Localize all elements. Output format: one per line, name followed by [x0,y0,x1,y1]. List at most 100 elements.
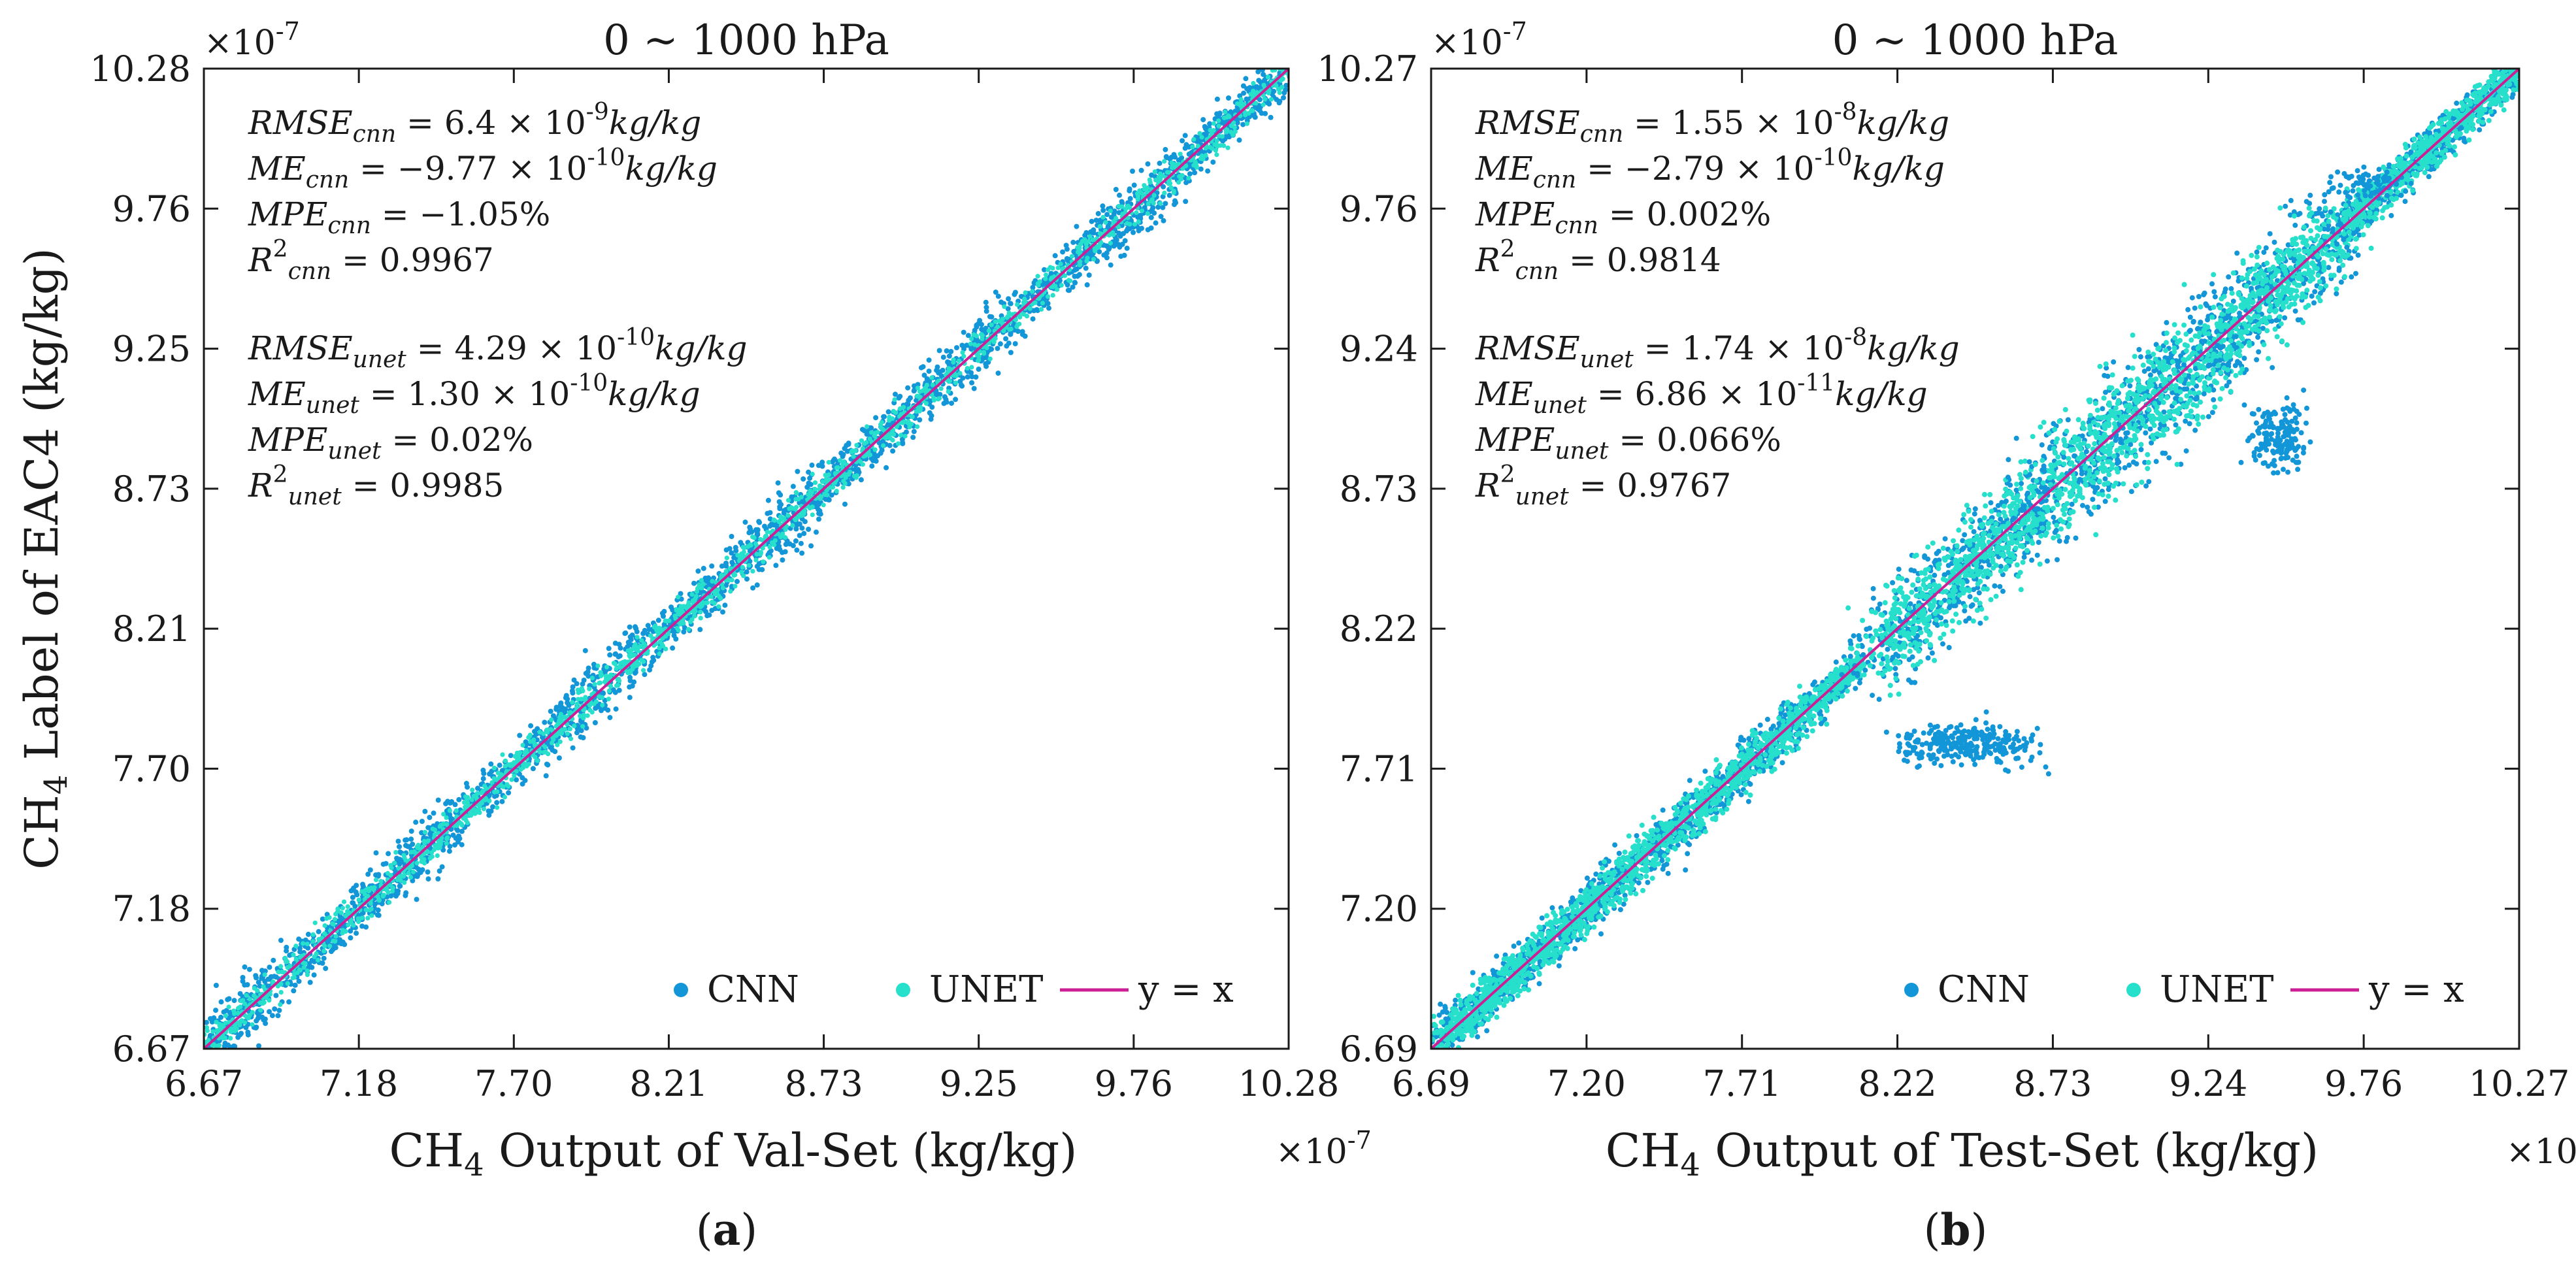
unet-point [210,1029,216,1034]
cnn-point [777,504,783,510]
unet-point [422,830,428,835]
cnn-point [1163,146,1168,152]
cnn-point [1622,893,1628,898]
unet-point [1221,115,1227,120]
cnn-point [948,349,954,354]
cnn-point [929,413,934,419]
unet-point [1162,159,1167,164]
stat-unit: kg/kg [655,329,747,367]
unet-point [288,963,293,969]
cnn-point [452,802,458,808]
cnn-point [878,450,883,456]
unet-point [1032,300,1038,305]
cnn-point [571,677,577,683]
unet-point [284,959,290,964]
unet-point [843,475,848,480]
legend-label-unet: UNET [929,968,1043,1011]
cnn-point [1097,249,1102,255]
cnn-point [983,363,989,369]
unet-point [686,627,691,632]
cnn-point [987,314,993,320]
unet-point [581,707,587,712]
cnn-point [855,467,861,472]
unet-point [1055,265,1061,271]
cnn-point [1005,306,1011,312]
unet-point [1059,283,1064,288]
unet-point [710,579,715,584]
unet-point [1097,223,1102,229]
panel-caption: (a) [696,1204,757,1255]
cnn-point [1265,61,1270,67]
cnn-point [373,850,379,856]
unet-point [1280,84,1285,90]
unet-point [719,572,724,578]
cnn-point [776,499,782,504]
cnn-point [823,497,829,502]
cnn-point [670,645,676,651]
cnn-point [900,440,906,446]
unet-point [923,386,928,391]
unet-point [629,648,635,653]
cnn-point [497,763,503,768]
cnn-point [1268,114,1274,120]
unet-point [893,410,899,416]
unet-point [372,885,377,890]
cnn-point [722,602,728,608]
unet-point [698,616,703,621]
cnn-point [593,705,599,711]
legend-marker-cnn [674,983,688,997]
cnn-point [774,546,780,551]
cnn-point [1183,180,1189,186]
stat-value: = −1.05% [371,195,550,233]
cnn-point [768,548,774,553]
cnn-point [213,1008,219,1013]
y-axis-label: CH4 Label of EAC4 (kg/kg) [15,248,74,869]
unet-point [606,697,612,702]
cnn-point [1148,225,1154,231]
cnn-point [1442,1057,1447,1062]
cnn-point [204,1019,209,1025]
unet-point [232,1025,237,1030]
unet-point [986,328,991,333]
cnn-point [523,739,529,745]
cnn-point [838,450,844,456]
cnn-point [393,893,399,899]
cnn-point [413,819,419,825]
cnn-point [1687,778,1693,783]
cnn-point [354,930,359,936]
cnn-point [1117,192,1122,198]
cnn-point [1283,82,1289,88]
cnn-point [583,670,589,676]
cnn-point [1258,79,1264,85]
cnn-point [1475,1034,1480,1040]
unet-point [957,358,962,363]
cnn-point [422,808,428,814]
unet-point [587,686,592,691]
unet-point [1168,185,1174,190]
unet-point [1103,220,1108,225]
unet-point [369,913,374,918]
unet-point [716,593,721,599]
cnn-point [456,797,462,802]
cnn-point [816,463,821,469]
unet-point [1078,242,1083,247]
unet-point [607,674,612,679]
unet-point [395,877,401,883]
unet-point [305,942,310,947]
cnn-point [363,924,369,930]
unet-point [580,688,586,693]
cnn-point [793,526,799,532]
cnn-point [408,836,414,842]
x-tick-label: 9.76 [1095,1063,1173,1104]
cnn-point [806,469,812,475]
cnn-point [403,890,409,896]
unet-point [333,934,339,939]
unet-point [910,414,915,420]
unet-point [840,465,845,470]
cnn-point [908,395,913,401]
cnn-point [869,463,875,469]
unet-point [851,449,856,454]
cnn-point [1606,859,1611,864]
unet-point [1035,281,1040,286]
cnn-point [488,761,494,767]
